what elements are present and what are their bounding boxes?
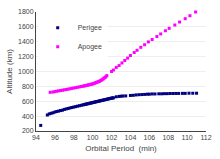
svg-text:106: 106: [143, 134, 155, 141]
svg-text:1400: 1400: [18, 38, 34, 45]
svg-text:102: 102: [106, 134, 118, 141]
svg-text:800: 800: [22, 83, 34, 90]
svg-text:108: 108: [162, 134, 174, 141]
svg-text:Apogee: Apogee: [78, 43, 102, 51]
svg-text:Orbital Period (min): Orbital Period (min): [85, 144, 157, 153]
svg-text:200: 200: [22, 127, 34, 134]
svg-text:Perigee: Perigee: [78, 24, 102, 32]
svg-text:1800: 1800: [18, 8, 34, 15]
svg-text:1600: 1600: [18, 23, 34, 30]
svg-text:112: 112: [200, 134, 211, 141]
svg-text:100: 100: [87, 134, 99, 141]
svg-text:98: 98: [70, 134, 78, 141]
svg-text:400: 400: [22, 113, 34, 120]
svg-text:96: 96: [51, 134, 59, 141]
svg-text:Altitude (km): Altitude (km): [5, 49, 14, 94]
svg-text:1200: 1200: [18, 53, 34, 60]
svg-text:1000: 1000: [18, 68, 34, 75]
svg-text:104: 104: [125, 134, 137, 141]
svg-text:600: 600: [22, 98, 34, 105]
svg-text:110: 110: [182, 134, 193, 141]
svg-text:94: 94: [32, 134, 40, 141]
